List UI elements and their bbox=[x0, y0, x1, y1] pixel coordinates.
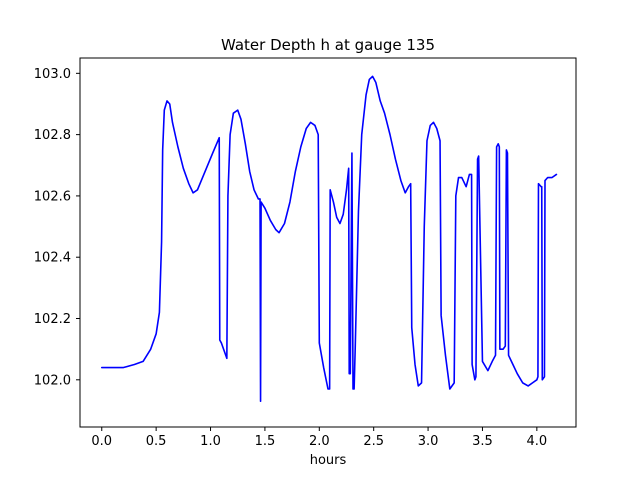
x-tick-label: 3.5 bbox=[472, 434, 493, 449]
x-axis-ticks: 0.0 0.5 1.0 1.5 2.0 2.5 3.0 3.5 4.0 bbox=[91, 427, 547, 449]
x-tick-label: 2.5 bbox=[363, 434, 384, 449]
x-tick-label: 1.0 bbox=[200, 434, 221, 449]
x-tick-label: 2.0 bbox=[309, 434, 330, 449]
x-tick-label: 3.0 bbox=[418, 434, 439, 449]
x-tick-label: 4.0 bbox=[526, 434, 547, 449]
axes-frame bbox=[79, 57, 577, 428]
data-series-line bbox=[100, 75, 558, 403]
y-tick-label: 102.4 bbox=[34, 251, 71, 266]
y-tick-label: 102.0 bbox=[34, 373, 71, 388]
y-tick-label: 102.8 bbox=[34, 128, 71, 143]
y-tick-label: 103.0 bbox=[34, 67, 71, 82]
x-tick-label: 0.0 bbox=[91, 434, 112, 449]
y-tick-label: 102.2 bbox=[34, 312, 71, 327]
x-tick-label: 0.5 bbox=[146, 434, 167, 449]
y-axis-ticks: 102.0 102.2 102.4 102.6 102.8 103.0 bbox=[34, 67, 80, 388]
line-series bbox=[100, 75, 558, 403]
x-tick-label: 1.5 bbox=[255, 434, 276, 449]
chart-title: Water Depth h at gauge 135 bbox=[220, 36, 436, 54]
x-axis-label: hours bbox=[309, 453, 347, 468]
y-tick-label: 102.6 bbox=[34, 189, 71, 204]
